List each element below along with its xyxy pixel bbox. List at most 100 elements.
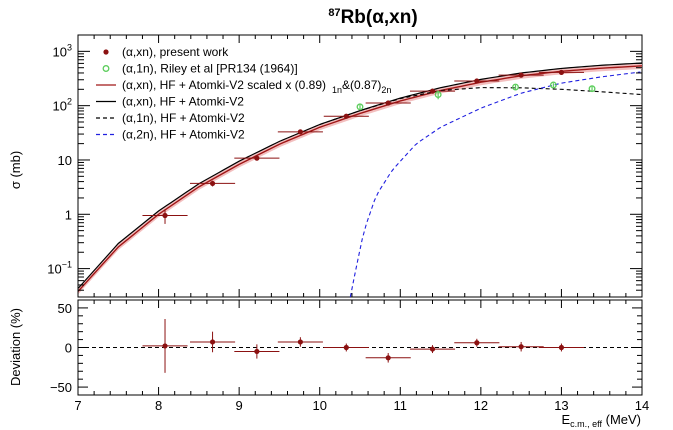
curve-hf-a2n: [349, 71, 641, 298]
chart-title-superscript: 87: [328, 7, 340, 19]
x-axis-label: Ec.m., eff (MeV): [561, 412, 641, 429]
top-x-ticks: [77, 35, 643, 297]
deviation-point: [365, 353, 411, 363]
data-point-riley: [512, 83, 519, 91]
y-tick-base: 10: [53, 99, 67, 114]
bottom-x-ticks: 7 8 9 10 11 12 13 14: [74, 300, 649, 413]
deviation-marker: [254, 348, 260, 355]
deviation-marker: [162, 343, 168, 349]
top-plot-frame: [77, 34, 643, 298]
y-axis-label-cross-section: σ (mb): [8, 151, 23, 189]
data-point-present-work: [409, 88, 456, 94]
data-marker: [162, 212, 168, 219]
data-marker: [343, 113, 349, 119]
legend-entry-hf_a1n: (α,1n), HF + Atomki-V2: [96, 111, 245, 125]
data-point-riley: [434, 90, 442, 100]
data-point-present-work: [323, 113, 369, 119]
y-tick-base: 10: [53, 44, 67, 59]
legend-label: (α,xn), HF + Atomki-V2: [122, 95, 244, 109]
deviation-point: [323, 343, 369, 352]
x-tick-label: 7: [74, 398, 81, 413]
legend-entry-hf_a2n: (α,2n), HF + Atomki-V2: [96, 128, 245, 142]
legend-marker: [103, 49, 109, 55]
deviation-marker: [209, 339, 216, 345]
x-axis-label-main: E: [561, 412, 570, 427]
deviation-point: [498, 341, 544, 352]
legend-label: (α,1n), Riley et al [PR134 (1964)]: [122, 62, 298, 76]
deviation-point: [409, 345, 456, 354]
data-marker: [254, 155, 260, 161]
deviation-point: [454, 338, 500, 347]
data-point-present-work: [498, 72, 544, 78]
data-point-present-work: [189, 180, 236, 187]
data-point-riley: [549, 81, 557, 89]
data-point-present-work: [234, 155, 280, 161]
legend-entry-riley: (α,1n), Riley et al [PR134 (1964)]: [102, 62, 298, 76]
top-y-tick-label: 10: [58, 153, 72, 168]
legend-sub: 1n: [332, 85, 342, 95]
x-axis-label-unit: (MeV): [602, 412, 641, 427]
data-point-present-work: [454, 78, 500, 84]
legend: (α,xn), present work (α,1n), Riley et al …: [96, 45, 391, 142]
deviation-marker: [558, 344, 565, 351]
data-marker: [385, 100, 391, 106]
deviation-marker: [343, 344, 349, 351]
legend-mid: &(0.87): [342, 78, 381, 92]
x-tick-label: 14: [635, 398, 649, 413]
data-marker: [209, 180, 216, 187]
legend-marker: [102, 65, 110, 72]
data-point-riley: [356, 103, 364, 111]
data-point-riley: [588, 85, 596, 93]
y-tick-label: −50: [50, 380, 72, 395]
deviation-points: [142, 319, 584, 373]
data-marker: [474, 78, 480, 84]
y-tick-label: 50: [58, 301, 72, 316]
data-point-present-work: [365, 100, 411, 106]
x-tick-label: 11: [394, 398, 408, 413]
legend-entry-scaled: (α,xn), HF + Atomki-V2 scaled x (0.89) 1n…: [96, 78, 391, 95]
data-marker: [518, 72, 524, 78]
curve-hf-a1n: [319, 87, 643, 126]
y-axis-label-deviation: Deviation (%): [8, 308, 23, 386]
data-marker: [429, 88, 436, 94]
chart-title: 87Rb(α,xn): [328, 7, 417, 28]
legend-label: (α,1n), HF + Atomki-V2: [122, 111, 245, 125]
riley-marker: [356, 103, 364, 111]
y-tick-label: 0: [65, 341, 72, 356]
data-point-present-work: [142, 209, 188, 224]
y-tick-base: 10: [58, 153, 72, 168]
data-marker: [297, 129, 303, 135]
riley-marker: [512, 83, 519, 91]
top-y-tick-label: 1: [65, 207, 72, 222]
deviation-point: [234, 344, 280, 359]
y-tick-base: 1: [65, 207, 72, 222]
deviation-marker: [297, 339, 303, 345]
riley-marker: [434, 91, 442, 99]
y-tick-exponent: 3: [67, 42, 72, 52]
data-marker: [558, 69, 565, 75]
x-tick-label: 12: [474, 398, 488, 413]
deviation-point: [142, 319, 188, 373]
y-tick-base: 10: [47, 262, 61, 277]
top-y-tick-label: 103: [53, 42, 72, 59]
x-tick-label: 13: [554, 398, 568, 413]
x-tick-label: 10: [312, 398, 326, 413]
top-y-tick-label: 10−1: [47, 260, 72, 277]
riley-marker: [588, 85, 596, 93]
x-tick-label: 9: [236, 398, 243, 413]
deviation-marker: [518, 344, 524, 350]
riley-marker: [549, 81, 557, 89]
legend-entry-present: (α,xn), present work: [103, 45, 229, 59]
deviation-marker: [385, 355, 391, 361]
deviation-point: [538, 343, 584, 352]
deviation-point: [189, 331, 236, 353]
legend-label: (α,xn), HF + Atomki-V2 scaled x (0.89) 1n…: [122, 78, 391, 95]
bottom-y-ticks: 50 0 −50: [50, 299, 642, 396]
x-axis-label-subscript: c.m., eff: [570, 419, 602, 429]
deviation-panel: 7 8 9 10 11 12 13 14 50 0 −50 Deviation (%) Ec.m.…: [8, 299, 649, 429]
legend-entry-hf_axn: (α,xn), HF + Atomki-V2: [96, 95, 244, 109]
y-tick-exponent: 2: [67, 97, 72, 107]
